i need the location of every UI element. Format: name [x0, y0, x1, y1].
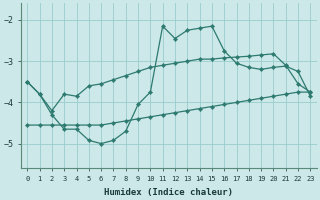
X-axis label: Humidex (Indice chaleur): Humidex (Indice chaleur)	[104, 188, 233, 197]
